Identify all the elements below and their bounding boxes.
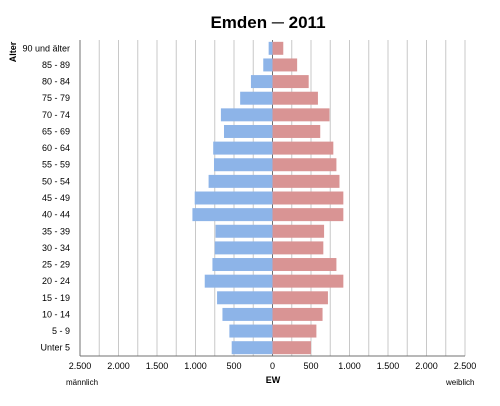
- y-tick-label: 60 - 64: [42, 143, 70, 153]
- bar-female-7: [272, 158, 337, 172]
- bar-female-18: [272, 341, 311, 355]
- y-tick-label: 90 und älter: [22, 43, 70, 53]
- bar-male-18: [231, 341, 273, 355]
- y-tick-label: 25 - 29: [42, 260, 70, 270]
- bar-male-4: [220, 108, 273, 122]
- y-axis-label: Alter: [8, 41, 18, 62]
- y-tick-label: 5 - 9: [52, 326, 70, 336]
- chart-title: Emden ─ 2011: [210, 13, 325, 32]
- y-tick-label: 65 - 69: [42, 126, 70, 136]
- y-tick-label: 50 - 54: [42, 176, 70, 186]
- bar-female-3: [272, 91, 318, 105]
- bar-female-12: [272, 241, 324, 255]
- bar-male-17: [229, 324, 273, 338]
- y-tick-label: 10 - 14: [42, 309, 70, 319]
- bar-male-7: [213, 158, 273, 172]
- x-tick-label: 2.500: [69, 361, 92, 371]
- y-tick-label: 75 - 79: [42, 93, 70, 103]
- bar-female-16: [272, 307, 323, 321]
- y-tick-label: 15 - 19: [42, 293, 70, 303]
- bar-male-16: [222, 307, 273, 321]
- y-tick-label: 55 - 59: [42, 160, 70, 170]
- y-tick-label: 45 - 49: [42, 193, 70, 203]
- bar-male-9: [194, 191, 273, 205]
- x-tick-label: 1.500: [377, 361, 400, 371]
- bar-female-2: [272, 75, 309, 89]
- bar-female-15: [272, 291, 328, 305]
- bar-female-13: [272, 258, 337, 272]
- bar-male-15: [217, 291, 273, 305]
- bar-female-6: [272, 141, 334, 155]
- bar-female-11: [272, 224, 325, 238]
- x-tick-label: 1.500: [146, 361, 169, 371]
- bar-male-14: [204, 274, 273, 288]
- bar-female-8: [272, 174, 340, 188]
- bar-male-0: [268, 41, 273, 55]
- bar-female-10: [272, 208, 344, 222]
- x-tick-label: 1.000: [338, 361, 361, 371]
- bar-female-9: [272, 191, 344, 205]
- y-tick-label: Unter 5: [40, 343, 70, 353]
- bar-male-1: [263, 58, 273, 72]
- bar-male-12: [214, 241, 273, 255]
- bar-male-11: [215, 224, 273, 238]
- bar-female-14: [272, 274, 344, 288]
- bar-male-5: [223, 124, 273, 138]
- bar-male-10: [192, 208, 273, 222]
- bar-male-3: [240, 91, 273, 105]
- left-series-label: männlich: [66, 378, 98, 387]
- bar-male-6: [213, 141, 273, 155]
- x-tick-label: 0: [270, 361, 275, 371]
- x-tick-label: 500: [226, 361, 241, 371]
- y-tick-label: 70 - 74: [42, 110, 70, 120]
- bar-female-1: [272, 58, 298, 72]
- bar-female-0: [272, 41, 284, 55]
- right-series-label: weiblich: [445, 378, 474, 387]
- y-tick-label: 85 - 89: [42, 60, 70, 70]
- x-axis-label: EW: [266, 375, 281, 385]
- x-tick-label: 1.000: [184, 361, 207, 371]
- x-tick-label: 2.500: [454, 361, 477, 371]
- bar-female-4: [272, 108, 330, 122]
- x-tick-label: 500: [303, 361, 318, 371]
- bars: [192, 41, 344, 355]
- y-tick-label: 80 - 84: [42, 77, 70, 87]
- y-tick-label: 40 - 44: [42, 210, 70, 220]
- y-tick-labels: 90 und älter 85 - 89 80 - 84 75 - 79 70 - 74…: [22, 43, 70, 352]
- y-tick-label: 30 - 34: [42, 243, 70, 253]
- bar-female-17: [272, 324, 317, 338]
- bar-male-8: [208, 174, 273, 188]
- x-tick-label: 2.000: [415, 361, 438, 371]
- bar-male-13: [212, 258, 273, 272]
- x-tick-labels: 2.500 2.000 1.500 1.000 500 0 500 1.000 1.500 2.0…: [69, 361, 477, 371]
- x-tick-label: 2.000: [107, 361, 130, 371]
- bar-male-2: [250, 75, 273, 89]
- y-tick-label: 35 - 39: [42, 226, 70, 236]
- bar-female-5: [272, 124, 321, 138]
- y-tick-label: 20 - 24: [42, 276, 70, 286]
